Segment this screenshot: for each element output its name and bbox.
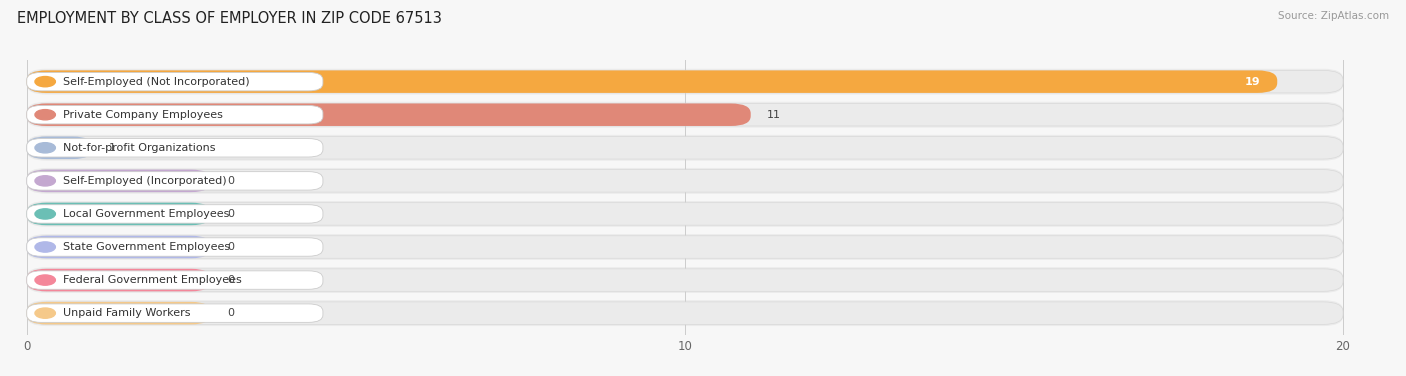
Circle shape xyxy=(35,143,55,153)
Text: 1: 1 xyxy=(110,143,117,153)
Text: Self-Employed (Not Incorporated): Self-Employed (Not Incorporated) xyxy=(63,77,250,86)
FancyBboxPatch shape xyxy=(27,300,1343,326)
FancyBboxPatch shape xyxy=(27,234,1343,260)
Text: 0: 0 xyxy=(228,209,235,219)
Text: 0: 0 xyxy=(228,242,235,252)
FancyBboxPatch shape xyxy=(27,201,1343,227)
FancyBboxPatch shape xyxy=(27,106,323,124)
FancyBboxPatch shape xyxy=(27,236,1343,258)
FancyBboxPatch shape xyxy=(27,238,323,256)
FancyBboxPatch shape xyxy=(27,136,1343,159)
FancyBboxPatch shape xyxy=(27,302,1343,324)
FancyBboxPatch shape xyxy=(27,170,211,192)
FancyBboxPatch shape xyxy=(27,103,751,126)
FancyBboxPatch shape xyxy=(27,168,1343,194)
FancyBboxPatch shape xyxy=(27,139,323,157)
FancyBboxPatch shape xyxy=(27,236,211,258)
FancyBboxPatch shape xyxy=(27,271,323,289)
Text: 19: 19 xyxy=(1246,77,1261,86)
FancyBboxPatch shape xyxy=(27,102,1343,127)
FancyBboxPatch shape xyxy=(27,136,93,159)
Text: EMPLOYMENT BY CLASS OF EMPLOYER IN ZIP CODE 67513: EMPLOYMENT BY CLASS OF EMPLOYER IN ZIP C… xyxy=(17,11,441,26)
Text: Private Company Employees: Private Company Employees xyxy=(63,110,222,120)
Text: Unpaid Family Workers: Unpaid Family Workers xyxy=(63,308,190,318)
FancyBboxPatch shape xyxy=(27,302,211,324)
Text: 11: 11 xyxy=(768,110,782,120)
Circle shape xyxy=(35,109,55,120)
Text: Source: ZipAtlas.com: Source: ZipAtlas.com xyxy=(1278,11,1389,21)
FancyBboxPatch shape xyxy=(27,170,1343,192)
FancyBboxPatch shape xyxy=(27,135,1343,161)
Circle shape xyxy=(35,77,55,87)
FancyBboxPatch shape xyxy=(27,269,211,291)
Circle shape xyxy=(35,209,55,219)
Circle shape xyxy=(35,176,55,186)
FancyBboxPatch shape xyxy=(27,267,1343,293)
FancyBboxPatch shape xyxy=(27,70,1343,93)
Circle shape xyxy=(35,242,55,252)
FancyBboxPatch shape xyxy=(27,73,323,91)
FancyBboxPatch shape xyxy=(27,203,1343,225)
FancyBboxPatch shape xyxy=(27,203,211,225)
Circle shape xyxy=(35,308,55,318)
FancyBboxPatch shape xyxy=(27,172,323,190)
Text: Federal Government Employees: Federal Government Employees xyxy=(63,275,242,285)
FancyBboxPatch shape xyxy=(27,269,1343,291)
Text: 0: 0 xyxy=(228,275,235,285)
Text: Not-for-profit Organizations: Not-for-profit Organizations xyxy=(63,143,215,153)
Text: State Government Employees: State Government Employees xyxy=(63,242,231,252)
Text: Self-Employed (Incorporated): Self-Employed (Incorporated) xyxy=(63,176,226,186)
FancyBboxPatch shape xyxy=(27,69,1343,94)
Circle shape xyxy=(35,275,55,285)
Text: Local Government Employees: Local Government Employees xyxy=(63,209,229,219)
FancyBboxPatch shape xyxy=(27,70,1277,93)
FancyBboxPatch shape xyxy=(27,205,323,223)
Text: 0: 0 xyxy=(228,176,235,186)
FancyBboxPatch shape xyxy=(27,304,323,322)
FancyBboxPatch shape xyxy=(27,103,1343,126)
Text: 0: 0 xyxy=(228,308,235,318)
